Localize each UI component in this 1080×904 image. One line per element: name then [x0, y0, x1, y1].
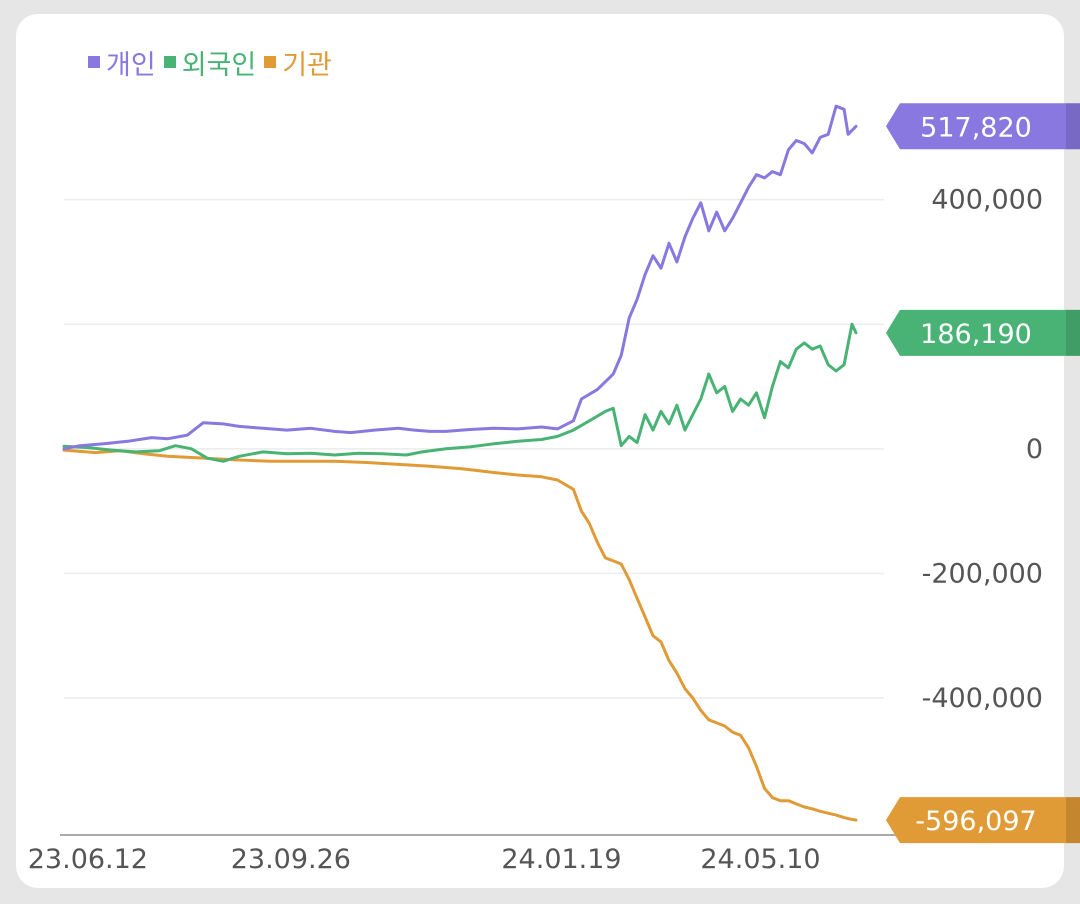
end-tag-shade-1 — [1066, 309, 1080, 356]
end-tag-label-2: -596,097 — [915, 806, 1036, 837]
y-tick-label: 400,000 — [931, 185, 1043, 216]
legend-swatch-foreigner — [163, 56, 176, 68]
legend-label-individual: 개인 — [106, 49, 156, 81]
end-tag-bg-2 — [886, 797, 1080, 844]
y-tick-label: 0 — [1026, 434, 1043, 465]
end-tag-shade-0 — [1066, 103, 1080, 150]
end-tag-shade-2 — [1066, 797, 1080, 844]
chart-card — [16, 14, 1064, 888]
series-line-2 — [62, 448, 858, 822]
end-tag-bg-1 — [886, 309, 1080, 356]
legend-label-foreigner: 외국인 — [181, 49, 257, 81]
x-tick-label: 24.01.19 — [501, 844, 621, 875]
chart-legend: 개인 외국인 기관 — [88, 42, 340, 82]
end-tag-label-1: 186,190 — [920, 319, 1032, 350]
y-axis-ticks: 400,000 0 -200,000 -400,000 — [922, 185, 1043, 714]
legend-swatch-institution — [264, 56, 277, 68]
legend-label-institution: 기관 — [282, 49, 332, 81]
series-line-1 — [62, 322, 858, 463]
end-value-tags: 517,820 186,190 -596,097 — [886, 103, 1080, 844]
gridlines — [64, 198, 884, 699]
legend-swatch-individual — [88, 56, 100, 68]
y-tick-label: -400,000 — [922, 683, 1043, 714]
x-tick-label: 23.06.12 — [28, 844, 148, 875]
end-tag-label-0: 517,820 — [920, 112, 1032, 143]
x-tick-label: 24.05.10 — [700, 844, 820, 875]
x-tick-label: 23.09.26 — [231, 844, 351, 875]
y-tick-label: -200,000 — [922, 558, 1043, 589]
legend-item-foreigner[interactable]: 외국인 — [163, 43, 257, 82]
legend-item-institution[interactable]: 기관 — [264, 43, 332, 82]
end-tag-bg-0 — [886, 103, 1080, 150]
legend-item-individual[interactable]: 개인 — [88, 43, 156, 82]
series-line-0 — [62, 104, 858, 451]
series-lines — [62, 104, 858, 822]
